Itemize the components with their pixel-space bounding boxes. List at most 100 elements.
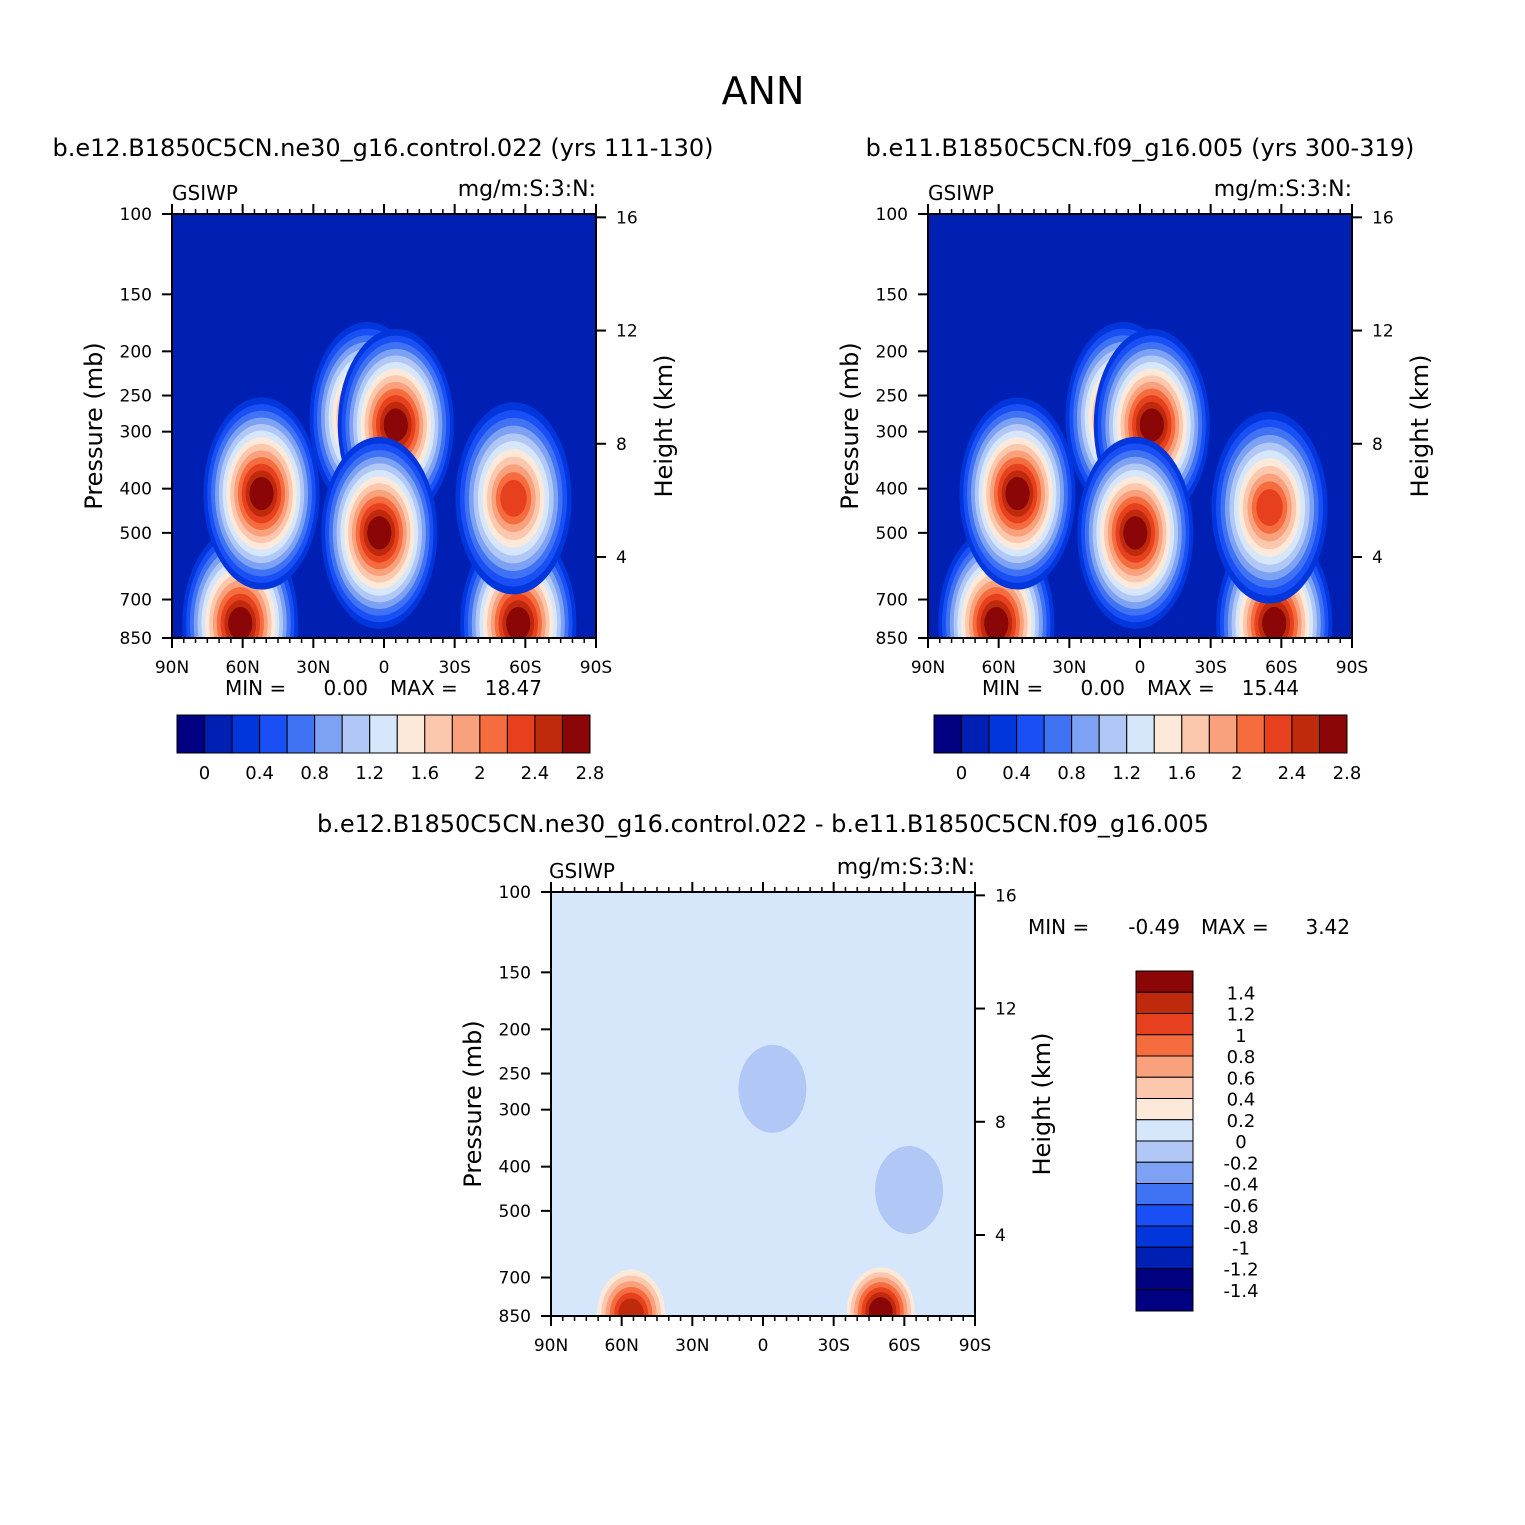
colorbar-label: 1.4: [1227, 983, 1256, 1004]
contour-level: [1139, 408, 1164, 442]
colorbar-label: 2.8: [576, 763, 605, 784]
y-tick-label: 100: [120, 205, 152, 225]
contour-level: [1123, 516, 1148, 550]
x-tick-label: 30S: [438, 658, 470, 678]
colorbar-swatch: [396, 714, 426, 754]
y-tick-label: 850: [876, 629, 908, 649]
colorbar-label: 1.6: [410, 763, 439, 784]
colorbar-label: 1.2: [1227, 1005, 1256, 1026]
colorbar-swatch: [506, 714, 536, 754]
colorbar-label: 0: [199, 763, 210, 784]
contour-level: [875, 1145, 944, 1234]
colorbar-swatch: [1236, 714, 1265, 754]
y-tick-label: 400: [876, 480, 908, 500]
x-tick-label: 60S: [509, 658, 541, 678]
contour-level: [1262, 606, 1287, 638]
y-tick-label: 850: [120, 629, 152, 649]
colorbar-swatch: [1318, 714, 1348, 754]
min-max-readout: MIN = 0.00 MAX = 15.44: [982, 676, 1299, 700]
min-label: MIN =: [982, 676, 1043, 700]
y-axis-label: Pressure (mb): [459, 1020, 487, 1187]
y-tick-label: 250: [499, 1065, 531, 1085]
colorbar-label: 1.2: [1112, 763, 1141, 784]
y-tick-label: 250: [120, 387, 152, 407]
colorbar-label: -1: [1232, 1238, 1250, 1259]
colorbar-label: 0.4: [1227, 1090, 1256, 1111]
colorbar-label: -0.4: [1223, 1175, 1258, 1196]
y2-tick-label: 12: [616, 322, 638, 342]
colorbar-label: 0.8: [1227, 1047, 1256, 1068]
colorbar-swatch: [1016, 714, 1045, 754]
colorbar-swatch: [1135, 1268, 1194, 1291]
y2-tick-label: 4: [1372, 548, 1383, 568]
contour-level: [618, 1298, 644, 1316]
colorbar-swatch: [314, 714, 343, 754]
y2-tick-label: 8: [616, 435, 627, 455]
colorbar-swatch: [988, 714, 1018, 754]
panel-difference: b.e12.B1850C5CN.ne30_g16.control.022 - b…: [317, 810, 1350, 1356]
y-tick-label: 200: [120, 342, 152, 362]
colorbar: 1.41.210.80.60.40.20-0.2-0.4-0.6-0.8-1-1…: [1135, 970, 1259, 1312]
colorbar-swatch: [1135, 1140, 1194, 1163]
y-tick-label: 100: [876, 205, 908, 225]
axes: 90N 60N 30N 0 30S 60S 90S 100 150 200 250 300 400 500…: [499, 882, 1017, 1356]
x-tick-label: 90S: [1336, 658, 1368, 678]
colorbar-swatch: [1135, 1289, 1194, 1312]
colorbar-swatch: [1135, 970, 1194, 993]
figure-title: ANN: [722, 69, 805, 113]
colorbar-swatch: [1135, 1034, 1194, 1057]
y-tick-label: 300: [120, 423, 152, 443]
y-tick-label: 200: [499, 1020, 531, 1040]
colorbar-label: 0.4: [245, 763, 274, 784]
x-tick-label: 60S: [888, 1336, 920, 1356]
colorbar-label: 2.4: [1278, 763, 1307, 784]
colorbar-swatch: [1043, 714, 1073, 754]
colorbar-label: 1.6: [1167, 763, 1196, 784]
colorbar-swatch: [1135, 1183, 1194, 1206]
colorbar-swatch: [369, 714, 398, 754]
colorbar-swatch: [1135, 1076, 1194, 1099]
panel-control: b.e12.B1850C5CN.ne30_g16.control.022 (yr…: [52, 134, 713, 784]
units-label: mg/m:S:3:N:: [458, 177, 596, 202]
colorbar-label: 2.4: [521, 763, 550, 784]
colorbar-swatch: [1291, 714, 1320, 754]
units-label: mg/m:S:3:N:: [1214, 177, 1352, 202]
variable-label: GSIWP: [549, 859, 615, 883]
colorbar-swatch: [204, 714, 233, 754]
x-tick-label: 30S: [1194, 658, 1226, 678]
colorbar-label: -0.6: [1223, 1196, 1258, 1217]
colorbar: 0 0.4 0.8 1.2 1.6 2 2.4 2.8: [176, 714, 605, 784]
colorbar-label: 0.2: [1227, 1111, 1256, 1132]
colorbar-swatch: [341, 714, 371, 754]
max-value: 15.44: [1242, 676, 1299, 700]
colorbar-label: 0.8: [1057, 763, 1086, 784]
min-max-readout: MIN = 0.00 MAX = 18.47: [225, 676, 542, 700]
y2-tick-label: 8: [995, 1113, 1006, 1133]
colorbar-swatch: [1135, 1098, 1194, 1121]
axes: 90N 60N 30N 0 30S 60S 90S 100 150 200 250 300 400 500…: [876, 204, 1394, 678]
y-tick-label: 300: [499, 1101, 531, 1121]
colorbar-swatch: [1135, 991, 1194, 1014]
colorbar-swatch: [451, 714, 481, 754]
contour-level: [868, 1297, 893, 1316]
x-tick-label: 0: [1135, 658, 1146, 678]
panel-title: b.e12.B1850C5CN.ne30_g16.control.022 - b…: [317, 810, 1209, 838]
y-tick-label: 150: [120, 285, 152, 305]
colorbar-swatch: [1135, 1246, 1194, 1269]
y2-axis-label: Height (km): [650, 355, 678, 498]
colorbar-label: 2.8: [1333, 763, 1362, 784]
colorbar-swatch: [479, 714, 508, 754]
x-tick-label: 90S: [580, 658, 612, 678]
colorbar-swatch: [231, 714, 261, 754]
y-tick-label: 300: [876, 423, 908, 443]
colorbar-label: -0.8: [1223, 1217, 1258, 1238]
y-axis-label: Pressure (mb): [80, 342, 108, 509]
x-tick-label: 90N: [911, 658, 945, 678]
colorbar-label: 0: [956, 763, 967, 784]
y-tick-label: 250: [876, 387, 908, 407]
contour-level: [984, 606, 1009, 638]
max-value: 18.47: [485, 676, 542, 700]
panel-title: b.e12.B1850C5CN.ne30_g16.control.022 (yr…: [52, 134, 713, 162]
y-tick-label: 400: [120, 480, 152, 500]
